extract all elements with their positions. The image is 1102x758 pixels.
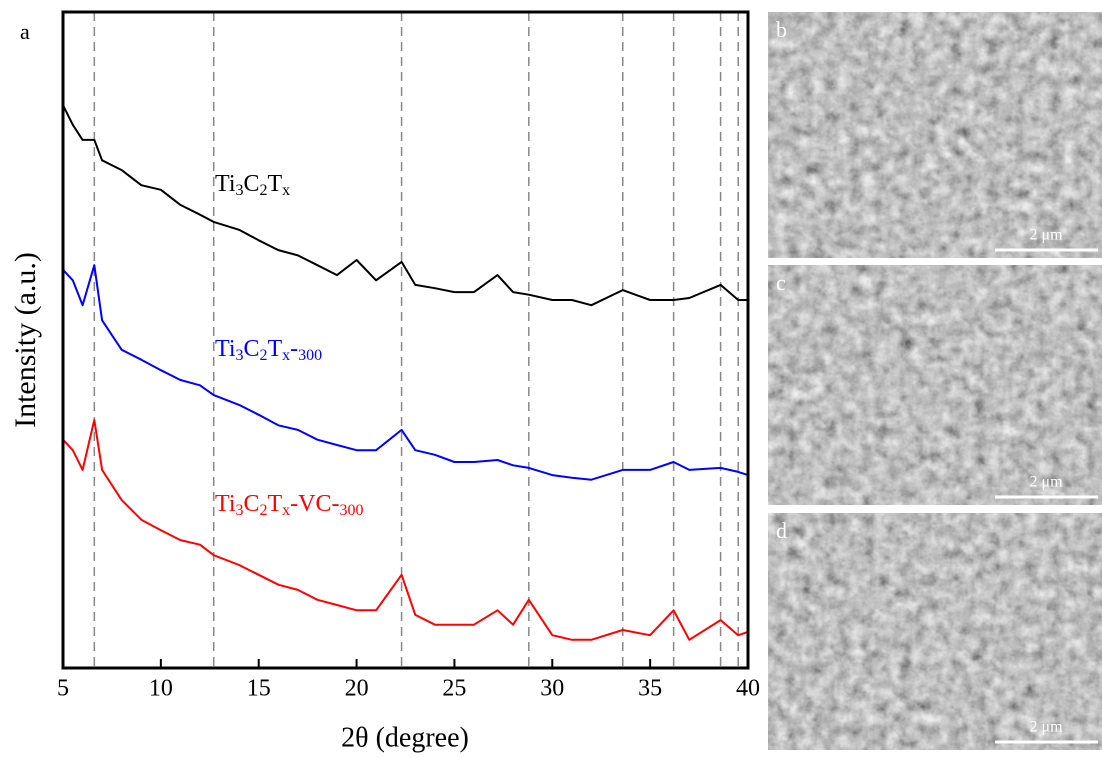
panel-label: a — [20, 19, 30, 44]
x-tick-label: 5 — [57, 676, 69, 702]
series-label: Ti3C2Tx-VC-300 — [215, 491, 364, 519]
panel-label: c — [776, 270, 786, 295]
scale-label: 2 μm — [1029, 474, 1063, 491]
series-label: Ti3C2Tx-300 — [215, 336, 322, 364]
series-line — [62, 264, 749, 481]
scale-label: 2 μm — [1029, 227, 1063, 244]
x-tick-label: 25 — [442, 676, 466, 702]
y-axis-label: Intensity (a.u.) — [9, 252, 42, 428]
scale-label: 2 μm — [1029, 719, 1063, 736]
sem-image — [768, 12, 1102, 258]
x-axis-label: 2θ (degree) — [341, 722, 469, 753]
panel-label: d — [776, 518, 787, 543]
series-line — [62, 419, 749, 641]
series-label: Ti3C2Tx — [215, 171, 290, 199]
panel-label: b — [776, 17, 787, 42]
x-tick-label: 30 — [540, 676, 564, 702]
x-tick-label: 20 — [345, 676, 369, 702]
x-tick-label: 10 — [149, 676, 173, 702]
x-tick-label: 40 — [736, 676, 760, 702]
series-line — [62, 104, 748, 307]
sem-image — [768, 513, 1102, 750]
sem-image — [768, 265, 1102, 505]
plot-frame — [61, 10, 750, 670]
x-tick-label: 15 — [247, 676, 271, 702]
x-tick-label: 35 — [638, 676, 662, 702]
